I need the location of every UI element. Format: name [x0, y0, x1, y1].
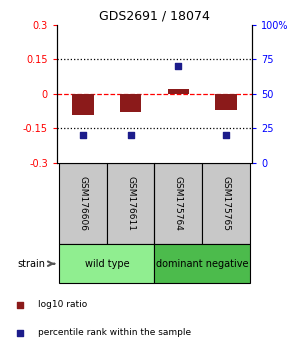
Bar — [120, 94, 141, 112]
Bar — [107, 163, 154, 244]
Point — [128, 132, 133, 138]
Text: GSM176611: GSM176611 — [126, 176, 135, 231]
Bar — [168, 89, 189, 94]
Point — [81, 132, 85, 138]
Point — [224, 132, 228, 138]
Point — [176, 63, 181, 69]
Text: percentile rank within the sample: percentile rank within the sample — [38, 328, 191, 337]
Text: GSM175765: GSM175765 — [221, 176, 230, 231]
Text: GSM175764: GSM175764 — [174, 176, 183, 231]
Bar — [73, 94, 94, 114]
Title: GDS2691 / 18074: GDS2691 / 18074 — [99, 9, 210, 22]
Point — [18, 330, 23, 336]
Text: strain: strain — [17, 259, 45, 269]
Bar — [154, 163, 202, 244]
Bar — [59, 163, 107, 244]
Bar — [154, 244, 250, 283]
Bar — [202, 163, 250, 244]
Point — [18, 302, 23, 307]
Text: dominant negative: dominant negative — [156, 259, 248, 269]
Text: wild type: wild type — [85, 259, 129, 269]
Text: log10 ratio: log10 ratio — [38, 300, 87, 309]
Bar — [215, 94, 236, 110]
Bar — [59, 244, 154, 283]
Text: GSM176606: GSM176606 — [79, 176, 88, 231]
